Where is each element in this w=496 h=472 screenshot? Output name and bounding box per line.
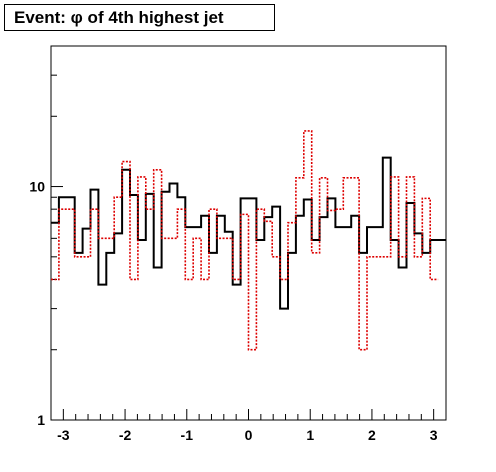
x-tick-label: -3 — [57, 427, 70, 443]
series-layer — [51, 130, 446, 351]
x-tick-label: 2 — [368, 427, 376, 443]
tick-labels: -3 -2 -1 0 1 2 3 1 10 — [29, 179, 437, 443]
series-red-dotted — [51, 130, 439, 351]
chart-title: Event: φ of 4th highest jet — [4, 4, 275, 31]
x-tick-label: 1 — [306, 427, 314, 443]
series-black-solid — [51, 156, 446, 310]
y-tick-label: 10 — [29, 179, 45, 195]
x-tick-label: 0 — [245, 427, 253, 443]
axis-ticks — [50, 45, 447, 421]
x-tick-label: -1 — [181, 427, 194, 443]
x-tick-label: -2 — [119, 427, 132, 443]
x-tick-label: 3 — [430, 427, 438, 443]
y-tick-label: 1 — [37, 412, 45, 428]
